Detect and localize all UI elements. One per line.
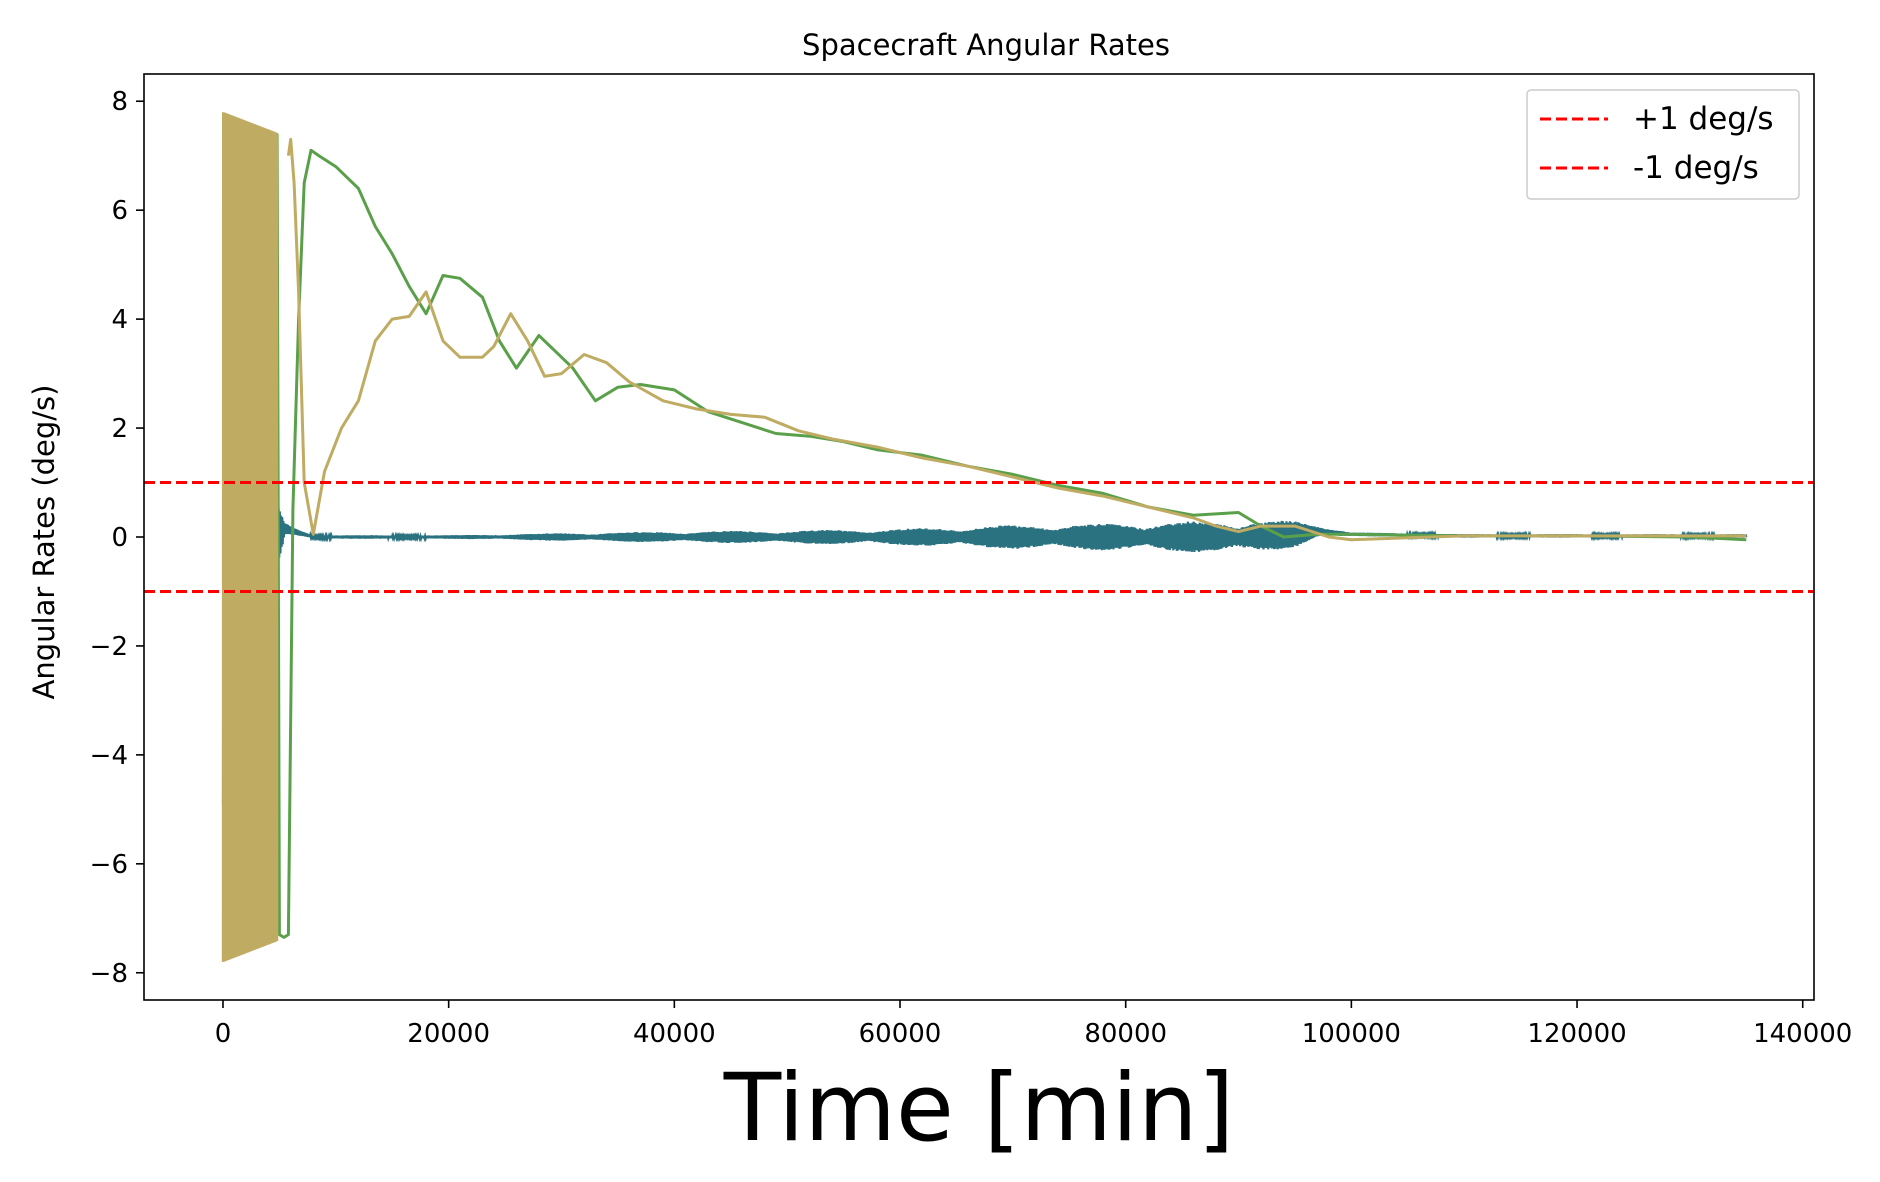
y-tick-label: 2 (111, 414, 128, 444)
x-tick-label: 40000 (633, 1019, 716, 1049)
y-tick-label: −6 (90, 850, 128, 880)
y-axis-label: Angular Rates (deg/s) (27, 385, 61, 700)
x-axis-label: Time [min] (723, 1054, 1235, 1163)
legend-label-plus1: +1 deg/s (1633, 101, 1774, 137)
y-tick-label: −4 (90, 741, 128, 771)
series-block-tan (221, 112, 279, 962)
x-tick-label: 0 (215, 1019, 232, 1049)
y-tick-label: 0 (111, 523, 128, 553)
y-tick-label: 6 (111, 196, 128, 226)
chart-title: Spacecraft Angular Rates (802, 28, 1170, 62)
y-tick-label: −2 (90, 632, 128, 662)
x-axis-ticks: 0 20000 40000 60000 80000 100000 120000 140000 (215, 1000, 1852, 1049)
reference-lines (144, 481, 1814, 593)
y-tick-label: −8 (90, 959, 128, 989)
y-tick-label: 4 (111, 305, 128, 335)
y-tick-label: 8 (111, 87, 128, 117)
legend: +1 deg/s -1 deg/s (1526, 89, 1800, 200)
x-tick-label: 60000 (859, 1019, 942, 1049)
x-tick-label: 100000 (1302, 1019, 1401, 1049)
x-tick-label: 140000 (1753, 1019, 1852, 1049)
x-tick-label: 20000 (407, 1019, 490, 1049)
series-line-green (275, 133, 1747, 939)
x-tick-label: 120000 (1527, 1019, 1626, 1049)
legend-box (1526, 89, 1800, 200)
series-layer (221, 112, 1748, 962)
series-line-tan (286, 137, 1747, 542)
y-axis-ticks: −8 −6 −4 −2 0 2 4 6 8 (90, 87, 144, 989)
x-tick-label: 80000 (1084, 1019, 1167, 1049)
legend-label-minus1: -1 deg/s (1633, 150, 1759, 186)
